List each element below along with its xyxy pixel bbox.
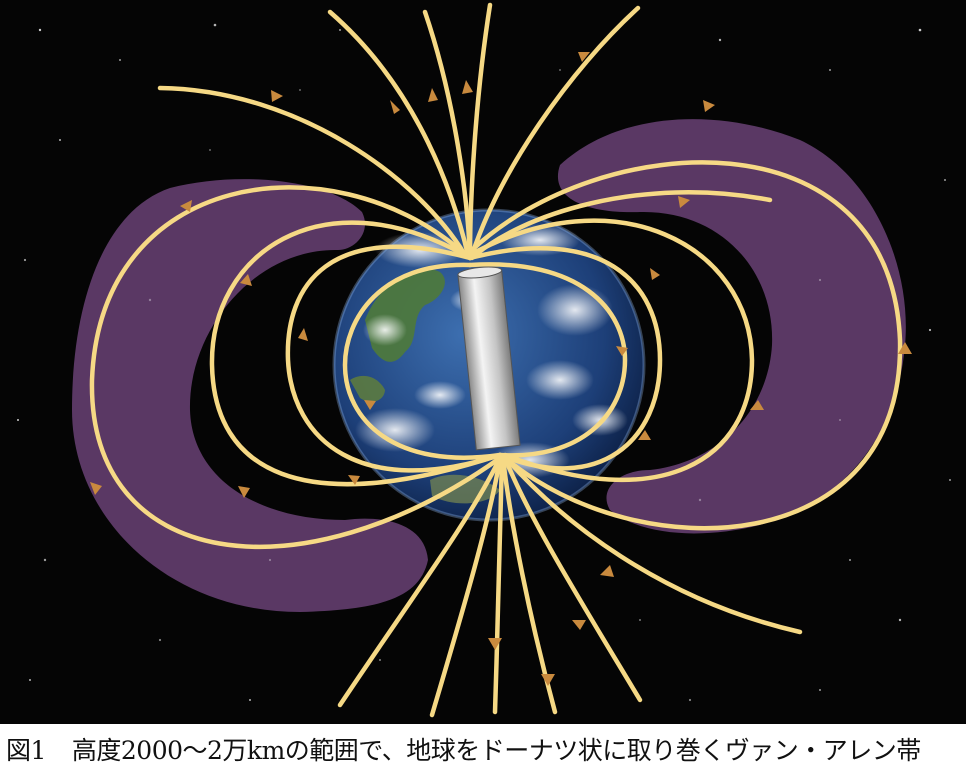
field-line-inner-right bbox=[467, 262, 628, 458]
field-line-open-n6 bbox=[469, 190, 773, 261]
field-line-open-s1 bbox=[337, 455, 503, 708]
field-line-inner-left bbox=[342, 262, 503, 460]
field-line-open-n5 bbox=[469, 5, 641, 258]
belt-right bbox=[557, 119, 906, 534]
figure-caption-text: 高度2000〜2万kmの範囲で、地球をドーナツ状に取り巻くヴァン・アレン帯 bbox=[71, 735, 921, 765]
figure-caption: 図1 高度2000〜2万kmの範囲で、地球をドーナツ状に取り巻くヴァン・アレン帯 bbox=[0, 724, 966, 773]
starfield bbox=[17, 23, 951, 702]
diagram-canvas bbox=[17, 2, 951, 718]
field-line-middle-right bbox=[467, 246, 663, 471]
van-allen-belt-diagram bbox=[0, 0, 966, 724]
bar-magnet-icon bbox=[457, 266, 521, 451]
figure-label: 図1 bbox=[6, 735, 46, 765]
field-line-open-s5 bbox=[502, 455, 643, 703]
field-line-open-s6 bbox=[503, 455, 803, 635]
field-line-open-s3 bbox=[492, 455, 505, 715]
field-line-mid2-left bbox=[209, 220, 503, 487]
field-line-middle-left bbox=[285, 244, 503, 473]
field-line-open-n1 bbox=[157, 85, 468, 258]
field-direction-arrow-icon bbox=[90, 52, 912, 686]
field-line-open-s2 bbox=[429, 455, 503, 718]
field-lines bbox=[89, 2, 903, 718]
field-line-open-n4 bbox=[467, 2, 493, 261]
belt-left bbox=[72, 179, 428, 612]
field-line-outer-left bbox=[89, 185, 503, 550]
field-line-open-n2 bbox=[327, 9, 471, 258]
field-line-mid2-right bbox=[467, 218, 755, 483]
field-line-outer-right bbox=[469, 160, 903, 531]
